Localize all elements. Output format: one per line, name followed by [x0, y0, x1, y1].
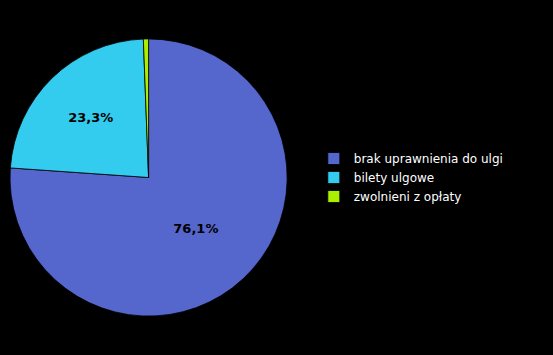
svg-text:bilety ulgowe: bilety ulgowe	[354, 171, 434, 185]
svg-text:zwolnieni z opłaty: zwolnieni z opłaty	[354, 190, 462, 204]
svg-text:brak uprawnienia do ulgi: brak uprawnienia do ulgi	[354, 152, 503, 166]
svg-text:76,1%: 76,1%	[173, 221, 218, 236]
svg-text:23,3%: 23,3%	[68, 110, 113, 125]
